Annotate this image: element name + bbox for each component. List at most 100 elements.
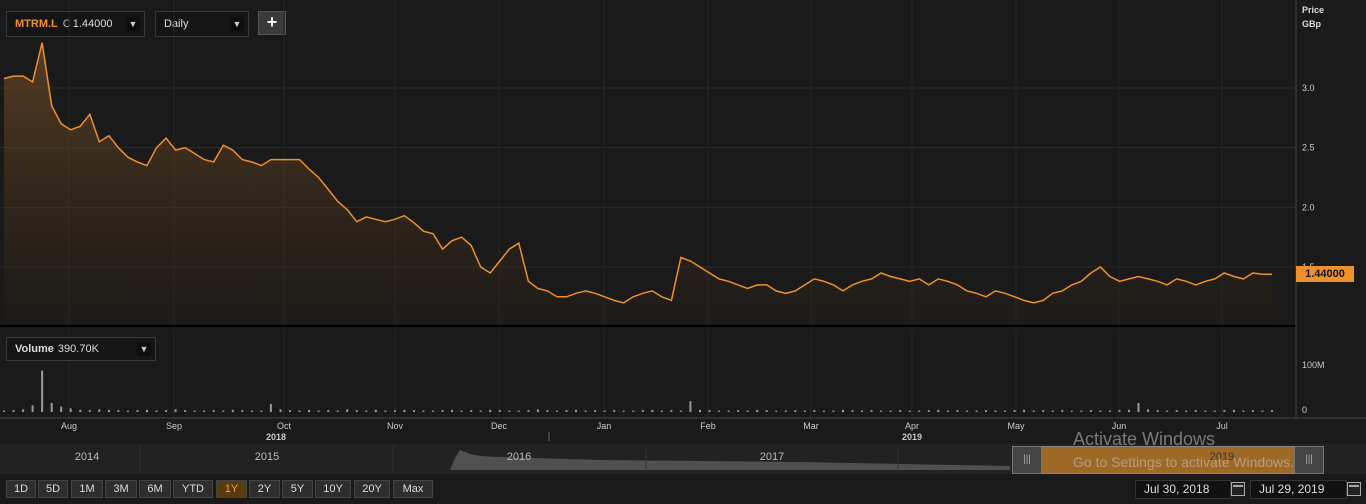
volume-bar [727,410,730,412]
price-tick-label: 2.5 [1302,143,1315,153]
volume-bar [1232,409,1235,413]
volume-bar [565,410,568,412]
period-button-max[interactable]: Max [393,480,433,498]
volume-bar [1118,410,1121,412]
volume-bar [956,410,959,412]
navigator-selection[interactable] [1012,446,1324,474]
navigator-sparkline [35,446,1010,472]
volume-bar [1261,410,1264,412]
volume-bar [269,403,272,412]
volume-bar [832,410,835,412]
volume-bar [1080,410,1083,412]
volume-bar [765,410,768,412]
price-axis-ticks: 1.52.02.53.0 [1302,83,1315,272]
volume-bar [393,410,396,412]
period-button-6m[interactable]: 6M [139,480,171,498]
price-axis-title: Price [1302,5,1325,15]
chevron-down-icon[interactable]: ▼ [230,17,244,31]
volume-bar [994,410,997,412]
navigator-year: 2019 [1209,451,1235,463]
volume-bar [260,410,263,412]
volume-bar [1271,410,1273,412]
month-label: Dec [490,421,508,431]
close-value: 1.44000 [72,18,113,30]
month-label: Nov [386,421,404,431]
volume-bar [117,410,120,412]
volume-bar [489,409,492,413]
volume-bar [413,410,415,412]
volume-bar [632,410,635,412]
volume-bar [1137,403,1140,412]
period-button-1d[interactable]: 1D [6,480,36,498]
price-tick-label: 2.0 [1302,202,1315,212]
volume-bar [851,410,854,412]
volume-bar [641,410,644,412]
price-line [3,42,1272,304]
navigator-year: 2014 [74,451,100,463]
activation-watermark-subtitle: Go to Settings to activate Windows. [1073,454,1294,470]
volume-bar [1004,410,1007,412]
volume-bar [460,410,463,412]
volume-bar [298,410,301,412]
period-button-1m[interactable]: 1M [71,480,103,498]
volume-bar [1032,410,1035,412]
volume-bar [880,410,883,412]
volume-bar [1213,410,1216,412]
volume-bar [803,410,806,412]
volume-bar [231,409,234,413]
volume-bar [918,410,921,412]
volume-bar [842,409,844,413]
volume-bar [546,410,549,412]
volume-bar [937,409,940,413]
volume-bar [775,410,778,412]
price-volume-chart: 1.52.02.53.0 [0,0,1366,441]
start-date-input[interactable]: Jul 30, 2018 [1135,480,1231,499]
calendar-icon[interactable] [1347,482,1361,496]
period-button-2y[interactable]: 2Y [249,480,280,498]
volume-bar [527,410,530,412]
period-button-3m[interactable]: 3M [105,480,137,498]
volume-bar [451,409,454,413]
calendar-icon[interactable] [1231,482,1245,496]
volume-tick-0: 0 [1302,405,1308,415]
price-area [4,42,1272,324]
period-button-5y[interactable]: 5Y [282,480,313,498]
interval-value: Daily [164,18,189,30]
volume-bar [1242,410,1245,412]
volume-bar [289,410,291,412]
price-tick-label: 3.0 [1302,83,1315,93]
volume-bar [1061,410,1064,412]
interval-select[interactable]: Daily ▼ [155,11,249,37]
volume-bar [975,410,978,412]
volume-bar [146,409,148,413]
volume-bar [861,410,863,412]
volume-bar [193,410,196,412]
volume-bar [1185,410,1188,412]
end-date-input[interactable]: Jul 29, 2019 [1250,480,1347,499]
period-button-10y[interactable]: 10Y [315,480,351,498]
period-button-1y[interactable]: 1Y [216,480,247,498]
navigator-handle-right[interactable]: ||| [1294,446,1324,474]
navigator-handle-left[interactable]: ||| [1012,446,1042,474]
volume-bar [79,409,82,413]
period-button-20y[interactable]: 20Y [354,480,390,498]
volume-selector[interactable]: Volume 390.70K ▼ [6,337,156,361]
chevron-down-icon[interactable]: ▼ [126,17,140,31]
volume-bar [575,409,577,413]
chevron-down-icon[interactable]: ▼ [137,342,151,356]
volume-bar [746,410,749,412]
month-label: Feb [700,421,716,431]
volume-bar [1099,410,1102,412]
volume-tick-100m: 100M [1302,360,1325,370]
volume-bar [107,409,110,413]
period-button-5d[interactable]: 5D [38,480,68,498]
volume-bar [536,409,539,412]
volume-bar [670,410,673,412]
period-button-ytd[interactable]: YTD [173,480,213,498]
volume-bar [403,409,406,413]
add-indicator-button[interactable]: + [258,11,286,35]
symbol-selector[interactable]: MTRM.L C 1.44000 ▼ [6,11,145,37]
volume-bar [908,410,911,412]
month-label: Apr [904,421,920,431]
volume-bar [946,410,949,412]
